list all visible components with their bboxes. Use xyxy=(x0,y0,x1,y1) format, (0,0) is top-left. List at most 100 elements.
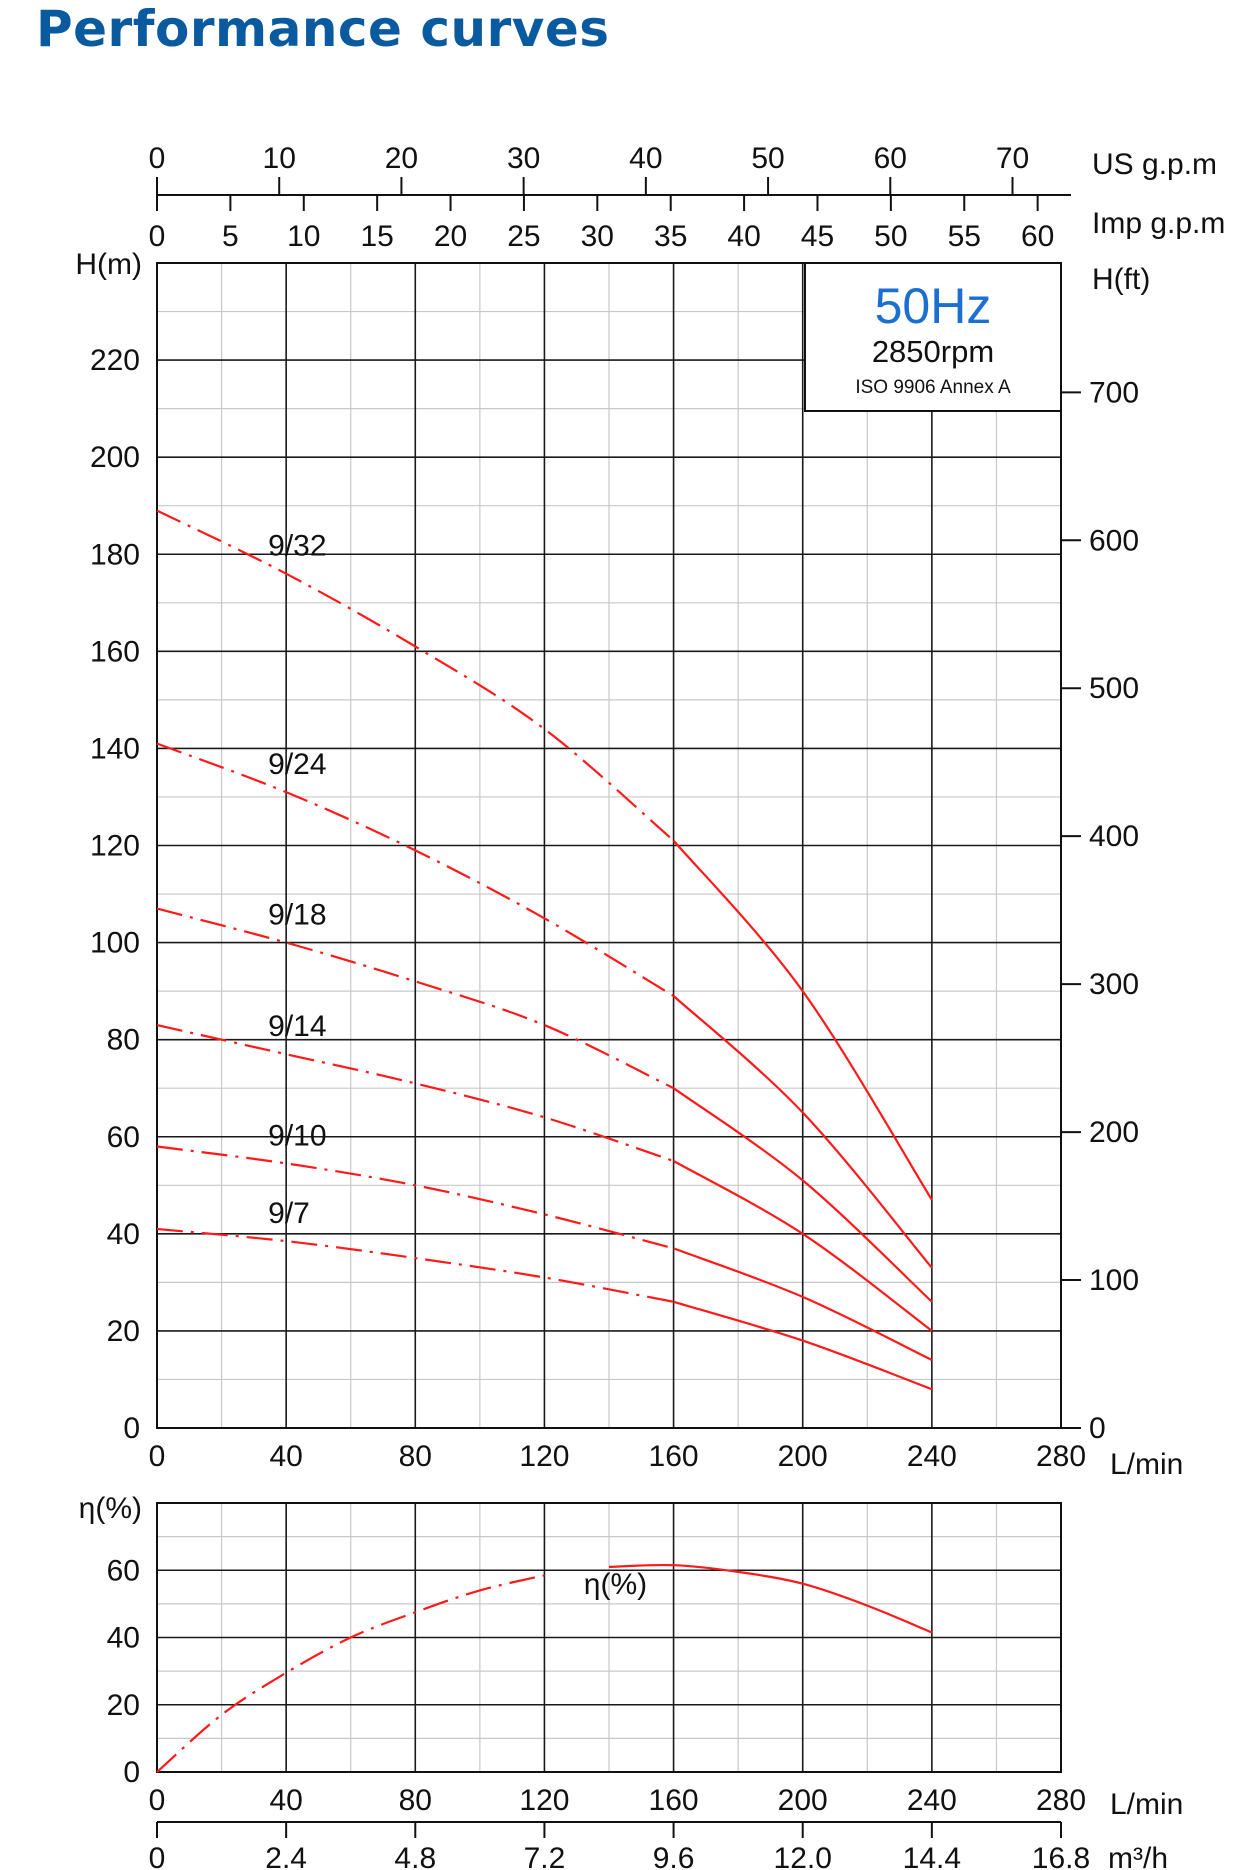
eff-x-axis-label: L/min xyxy=(1110,1788,1183,1821)
eff-y-tick-label: 0 xyxy=(123,1756,140,1789)
imp-gpm-tick-label: 10 xyxy=(287,220,320,253)
imp-gpm-tick-label: 20 xyxy=(434,220,467,253)
head-curves: 9/32 9/24 9/18 9/14 9/10 9/7 xyxy=(156,509,933,1391)
head-y-axis-label: H(m) xyxy=(75,248,142,281)
head-y-tick-label: 60 xyxy=(107,1121,140,1154)
imp-gpm-tick-label: 5 xyxy=(222,220,239,253)
head-y2-axis-label: H(ft) xyxy=(1092,263,1150,296)
m3h-tick-label: 16.8 xyxy=(1032,1842,1090,1870)
head-y2-tick-label: 200 xyxy=(1089,1116,1139,1149)
head-curve-9-10-solid xyxy=(673,1247,933,1361)
head-curve-9-14-solid xyxy=(673,1160,933,1332)
us-gpm-tick-label: 30 xyxy=(507,142,540,175)
flow-unit-axes-top: 0 10 20 30 40 50 60 70 0 5 10 15 20 25 30 35 40 45 50 55 60 U… xyxy=(149,142,1226,253)
head-x-tick-label: 200 xyxy=(778,1440,828,1473)
head-curve-9-10-dashed xyxy=(156,1145,674,1250)
head-curve-9-32-dashed xyxy=(156,509,675,842)
imp-gpm-tick-label: 55 xyxy=(948,220,981,253)
eff-curve-solid xyxy=(608,1563,933,1634)
head-curve-9-32-solid xyxy=(672,839,933,1201)
head-y-tick-label: 180 xyxy=(90,538,140,571)
head-curve-9-18-dashed xyxy=(156,907,675,1090)
head-x-tick-label: 280 xyxy=(1036,1440,1086,1473)
eff-x-tick-label: 120 xyxy=(519,1784,569,1817)
us-gpm-axis-label: US g.p.m xyxy=(1092,148,1217,181)
head-x-axis-label: L/min xyxy=(1110,1448,1183,1481)
head-curve-9-24-dashed xyxy=(156,742,675,997)
eff-curve-label: η(%) xyxy=(584,1568,647,1601)
m3h-tick-label: 0 xyxy=(149,1842,166,1870)
imp-gpm-tick-label: 25 xyxy=(507,220,540,253)
efficiency-chart-grid: 0 20 40 60 0 40 80 120 160 200 240 280 xyxy=(107,1502,1086,1817)
eff-chart-frame xyxy=(156,1502,1062,1773)
efficiency-curves: η(%) xyxy=(156,1563,933,1773)
head-x-tick-label: 80 xyxy=(399,1440,432,1473)
eff-y-tick-label: 60 xyxy=(107,1554,140,1587)
info-box-frame xyxy=(804,262,1062,412)
eff-y-axis-label: η(%) xyxy=(79,1492,142,1525)
head-y-tick-label: 40 xyxy=(107,1218,140,1251)
axis-labels: H(m) H(ft) L/min η(%) L/min xyxy=(75,248,1183,1821)
head-y-tick-label: 140 xyxy=(90,732,140,765)
page-title: Performance curves xyxy=(36,0,610,58)
head-curve-9-7-dashed xyxy=(156,1227,674,1303)
head-curve-9-18-solid xyxy=(672,1087,933,1303)
head-y2-tick-label: 500 xyxy=(1089,672,1139,705)
imp-gpm-tick-label: 15 xyxy=(360,220,393,253)
head-y-tick-label: 20 xyxy=(107,1315,140,1348)
us-gpm-tick-label: 50 xyxy=(751,142,784,175)
head-y2-tick-label: 300 xyxy=(1089,968,1139,1001)
info-standard: ISO 9906 Annex A xyxy=(855,377,1011,398)
head-y2-tick-label: 400 xyxy=(1089,820,1139,853)
us-gpm-tick-label: 60 xyxy=(874,142,907,175)
info-rpm: 2850rpm xyxy=(872,334,994,369)
eff-x-tick-label: 160 xyxy=(649,1784,699,1817)
eff-x-tick-label: 40 xyxy=(269,1784,302,1817)
head-curve-label: 9/7 xyxy=(268,1197,310,1230)
m3h-tick-label: 14.4 xyxy=(903,1842,961,1870)
head-y-tick-label: 100 xyxy=(90,927,140,960)
us-gpm-tick-label: 70 xyxy=(996,142,1029,175)
head-curve-label: 9/14 xyxy=(268,1010,326,1043)
m3h-tick-label: 2.4 xyxy=(265,1842,307,1870)
us-gpm-tick-label: 0 xyxy=(149,142,166,175)
eff-curve-dashed xyxy=(156,1574,545,1773)
imp-gpm-tick-label: 35 xyxy=(654,220,687,253)
eff-y-tick-label: 40 xyxy=(107,1622,140,1655)
imp-gpm-tick-label: 40 xyxy=(727,220,760,253)
head-y-tick-label: 0 xyxy=(123,1412,140,1445)
head-x-tick-label: 0 xyxy=(149,1440,166,1473)
m3h-axis-bottom: 0 2.4 4.8 7.2 9.6 12.0 14.4 16.8 m³/h xyxy=(149,1821,1168,1870)
head-y-tick-label: 220 xyxy=(90,344,140,377)
m3h-axis-label: m³/h xyxy=(1108,1842,1168,1870)
eff-x-tick-label: 280 xyxy=(1036,1784,1086,1817)
imp-gpm-tick-label: 50 xyxy=(874,220,907,253)
head-y-tick-label: 160 xyxy=(90,635,140,668)
imp-gpm-axis-label: Imp g.p.m xyxy=(1092,207,1225,240)
head-y2-tick-label: 600 xyxy=(1089,524,1139,557)
m3h-tick-label: 12.0 xyxy=(774,1842,832,1870)
info-freq: 50Hz xyxy=(875,278,992,334)
eff-x-tick-label: 200 xyxy=(778,1784,828,1817)
eff-x-tick-label: 240 xyxy=(907,1784,957,1817)
head-curve-label: 9/18 xyxy=(268,899,326,932)
head-y-tick-label: 120 xyxy=(90,830,140,863)
us-gpm-tick-label: 40 xyxy=(629,142,662,175)
m3h-tick-label: 7.2 xyxy=(524,1842,566,1870)
imp-gpm-tick-label: 0 xyxy=(149,220,166,253)
m3h-tick-label: 4.8 xyxy=(394,1842,436,1870)
eff-x-tick-label: 80 xyxy=(399,1784,432,1817)
eff-x-tick-label: 0 xyxy=(149,1784,166,1817)
head-x-tick-label: 40 xyxy=(269,1440,302,1473)
head-x-tick-label: 240 xyxy=(907,1440,957,1473)
head-y-tick-label: 200 xyxy=(90,441,140,474)
head-curve-label: 9/10 xyxy=(268,1119,326,1152)
head-x-tick-label: 120 xyxy=(519,1440,569,1473)
head-curve-9-7-solid xyxy=(673,1300,933,1391)
head-x-tick-label: 160 xyxy=(649,1440,699,1473)
head-y2-tick-label: 700 xyxy=(1089,376,1139,409)
us-gpm-tick-label: 20 xyxy=(385,142,418,175)
head-y-tick-label: 80 xyxy=(107,1024,140,1057)
